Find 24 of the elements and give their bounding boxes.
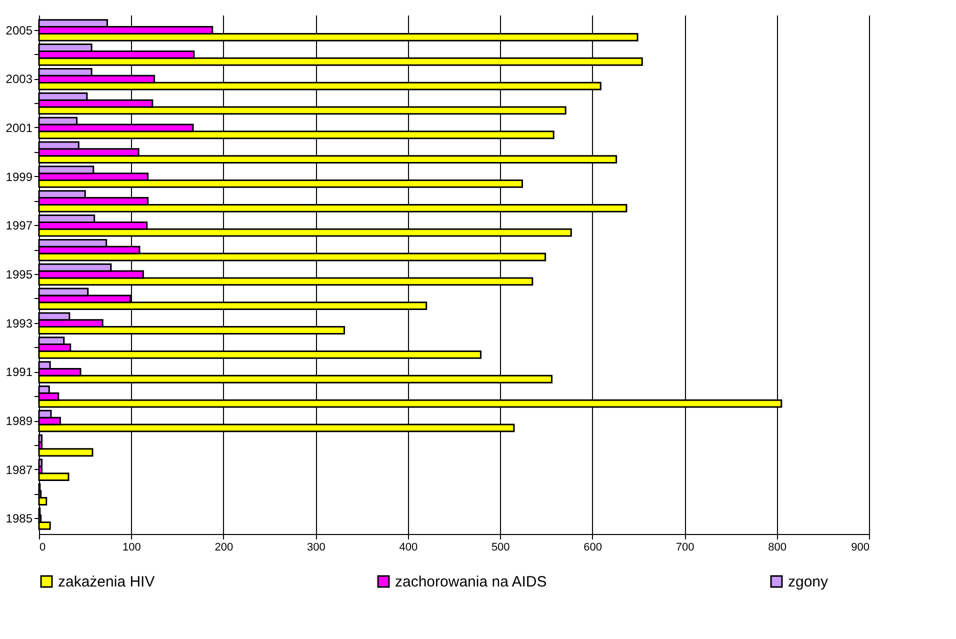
y-tick-label: 1985 (6, 512, 33, 526)
legend-label: zgony (788, 574, 829, 591)
y-tick-label: 1989 (6, 414, 33, 428)
y-tick-label: 2001 (6, 120, 33, 135)
legend-label: zakażenia HIV (58, 574, 155, 591)
x-tick-label: 800 (768, 542, 786, 554)
x-tick-label: 0 (40, 542, 46, 554)
x-tick-label: 500 (491, 542, 510, 554)
y-tick-label: 1999 (6, 170, 33, 184)
y-tick-label: 2005 (6, 23, 33, 38)
legend-label: zachorowania na AIDS (395, 574, 547, 591)
x-tick-label: 200 (214, 542, 234, 554)
y-tick-label: 2003 (6, 72, 33, 86)
x-tick-label: 300 (306, 542, 326, 554)
x-tick-label: 700 (676, 542, 694, 554)
x-tick-label: 400 (399, 542, 418, 554)
x-tick-label: 100 (122, 542, 141, 554)
y-tick-label: 1995 (6, 268, 33, 282)
y-tick-label: 1993 (6, 316, 33, 330)
x-tick-label: 600 (584, 542, 602, 554)
y-tick-label: 1987 (6, 462, 33, 477)
y-tick-label: 1997 (6, 218, 33, 233)
y-tick-label: 1991 (6, 365, 33, 380)
x-tick-label: 900 (851, 542, 870, 554)
